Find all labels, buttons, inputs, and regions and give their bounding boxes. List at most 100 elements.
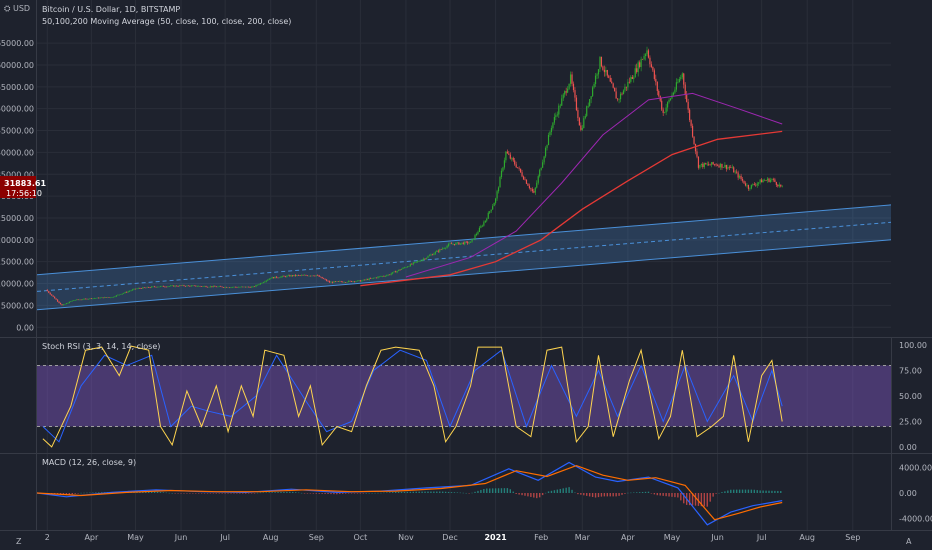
macd-histogram-bar — [659, 493, 661, 496]
candle-body — [177, 286, 179, 287]
candle-body — [348, 280, 350, 283]
candle-body — [81, 299, 84, 301]
candle-body — [145, 287, 147, 289]
time-tick-label: Dec — [442, 533, 457, 542]
candle-body — [727, 167, 729, 169]
candle-body — [361, 280, 363, 282]
candle-body — [455, 243, 457, 245]
ma-legend[interactable]: 50,100,200 Moving Average (50, close, 10… — [42, 17, 291, 26]
candle-body — [481, 225, 483, 227]
macd-histogram-bar — [89, 492, 91, 494]
macd-histogram-bar — [171, 493, 173, 494]
macd-legend[interactable]: MACD (12, 26, close, 9) — [42, 458, 136, 467]
macd-histogram-bar — [491, 488, 494, 493]
candle-body — [640, 59, 642, 67]
macd-histogram-bar — [777, 490, 779, 493]
candle-body — [328, 281, 331, 283]
candle-body — [611, 81, 613, 84]
candle-body — [289, 275, 291, 277]
candle-body — [590, 96, 592, 100]
candle-body — [778, 184, 780, 187]
candle-body — [672, 92, 675, 95]
auto-scale-button[interactable]: A — [906, 537, 912, 546]
candle-body — [62, 304, 65, 306]
candle-body — [214, 285, 216, 287]
candle-body — [422, 258, 425, 260]
stoch-axis[interactable]: 0.00 25.00 50.00 75.00 100.00 — [899, 341, 927, 452]
candle-body — [299, 275, 301, 276]
candle-body — [502, 167, 504, 171]
candle-body — [227, 287, 229, 289]
candle-body — [412, 262, 414, 265]
candle-body — [273, 277, 275, 279]
macd-histogram-bar — [486, 488, 488, 493]
candle-body — [261, 282, 263, 284]
candle-body — [233, 286, 235, 288]
candle-body — [719, 163, 722, 168]
candle-body — [284, 276, 287, 277]
candle-body — [752, 184, 754, 185]
macd-histogram-bar — [756, 490, 758, 493]
candle-body — [340, 281, 342, 282]
macd-histogram-bar — [741, 489, 744, 493]
candle-body — [567, 88, 569, 93]
candle-body — [652, 66, 654, 71]
candle-body — [375, 277, 378, 279]
macd-histogram-bar — [274, 492, 276, 493]
macd-histogram-bar — [644, 491, 647, 493]
candle-body — [318, 275, 320, 277]
macd-histogram-bar — [680, 493, 682, 501]
stoch-rsi-legend[interactable]: Stoch RSI (3, 3, 14, 14, close) — [42, 342, 160, 351]
macd-histogram-bar — [80, 492, 82, 494]
candle-body — [262, 282, 264, 283]
candle-body — [308, 275, 310, 277]
macd-histogram-bar — [256, 492, 259, 494]
time-tick-label: Aug — [799, 533, 815, 542]
currency-label[interactable]: USD — [13, 4, 30, 13]
candle-body — [346, 282, 348, 283]
candle-body — [669, 98, 672, 100]
candle-body — [433, 253, 435, 256]
macd-histogram-bar — [289, 491, 291, 493]
candle-body — [766, 178, 769, 181]
candle-body — [212, 285, 214, 287]
macd-histogram-bar — [324, 493, 326, 494]
macd-histogram-bar — [583, 493, 585, 496]
candle-body — [173, 285, 175, 287]
macd-histogram-bar — [559, 488, 561, 493]
macd-histogram-bar — [483, 489, 485, 493]
candle-body — [680, 77, 682, 80]
macd-histogram-bar — [597, 493, 600, 498]
candle-body — [330, 281, 332, 283]
candle-body — [472, 239, 475, 240]
timezone-button[interactable]: Z — [16, 537, 22, 546]
time-axis[interactable]: 2 Apr May Jun Jul Aug Sep Oct Nov Dec 2021 Feb Mar Ap… — [45, 533, 861, 542]
candle-body — [89, 298, 91, 299]
candle-body — [201, 286, 203, 287]
chart-title[interactable]: Bitcoin / U.S. Dollar, 1D, BITSTAMP — [42, 5, 180, 14]
macd-histogram-bar — [92, 492, 94, 494]
macd-histogram-bar — [415, 491, 417, 493]
macd-histogram-bar — [638, 492, 641, 493]
candle-body — [246, 286, 248, 288]
candle-body — [755, 184, 757, 186]
candle-body — [151, 286, 153, 288]
candle-body — [83, 298, 85, 300]
macd-histogram-bar — [738, 489, 741, 493]
candle-body — [436, 250, 438, 252]
macd-axis[interactable]: -4000.00 0.00 4000.00 — [899, 464, 932, 524]
candle-body — [499, 176, 501, 188]
macd-histogram-bar — [180, 493, 182, 494]
macd-histogram-bar — [594, 493, 597, 498]
candle-body — [558, 105, 560, 115]
candle-body — [468, 242, 470, 244]
candle-body — [644, 54, 647, 57]
candle-body — [356, 280, 359, 282]
candle-body — [503, 160, 506, 168]
macd-histogram-bar — [71, 493, 73, 495]
candle-body — [519, 168, 522, 173]
settings-icon[interactable]: ⛭ — [4, 4, 11, 13]
time-tick-label: Mar — [575, 533, 591, 542]
candle-body — [76, 299, 78, 301]
